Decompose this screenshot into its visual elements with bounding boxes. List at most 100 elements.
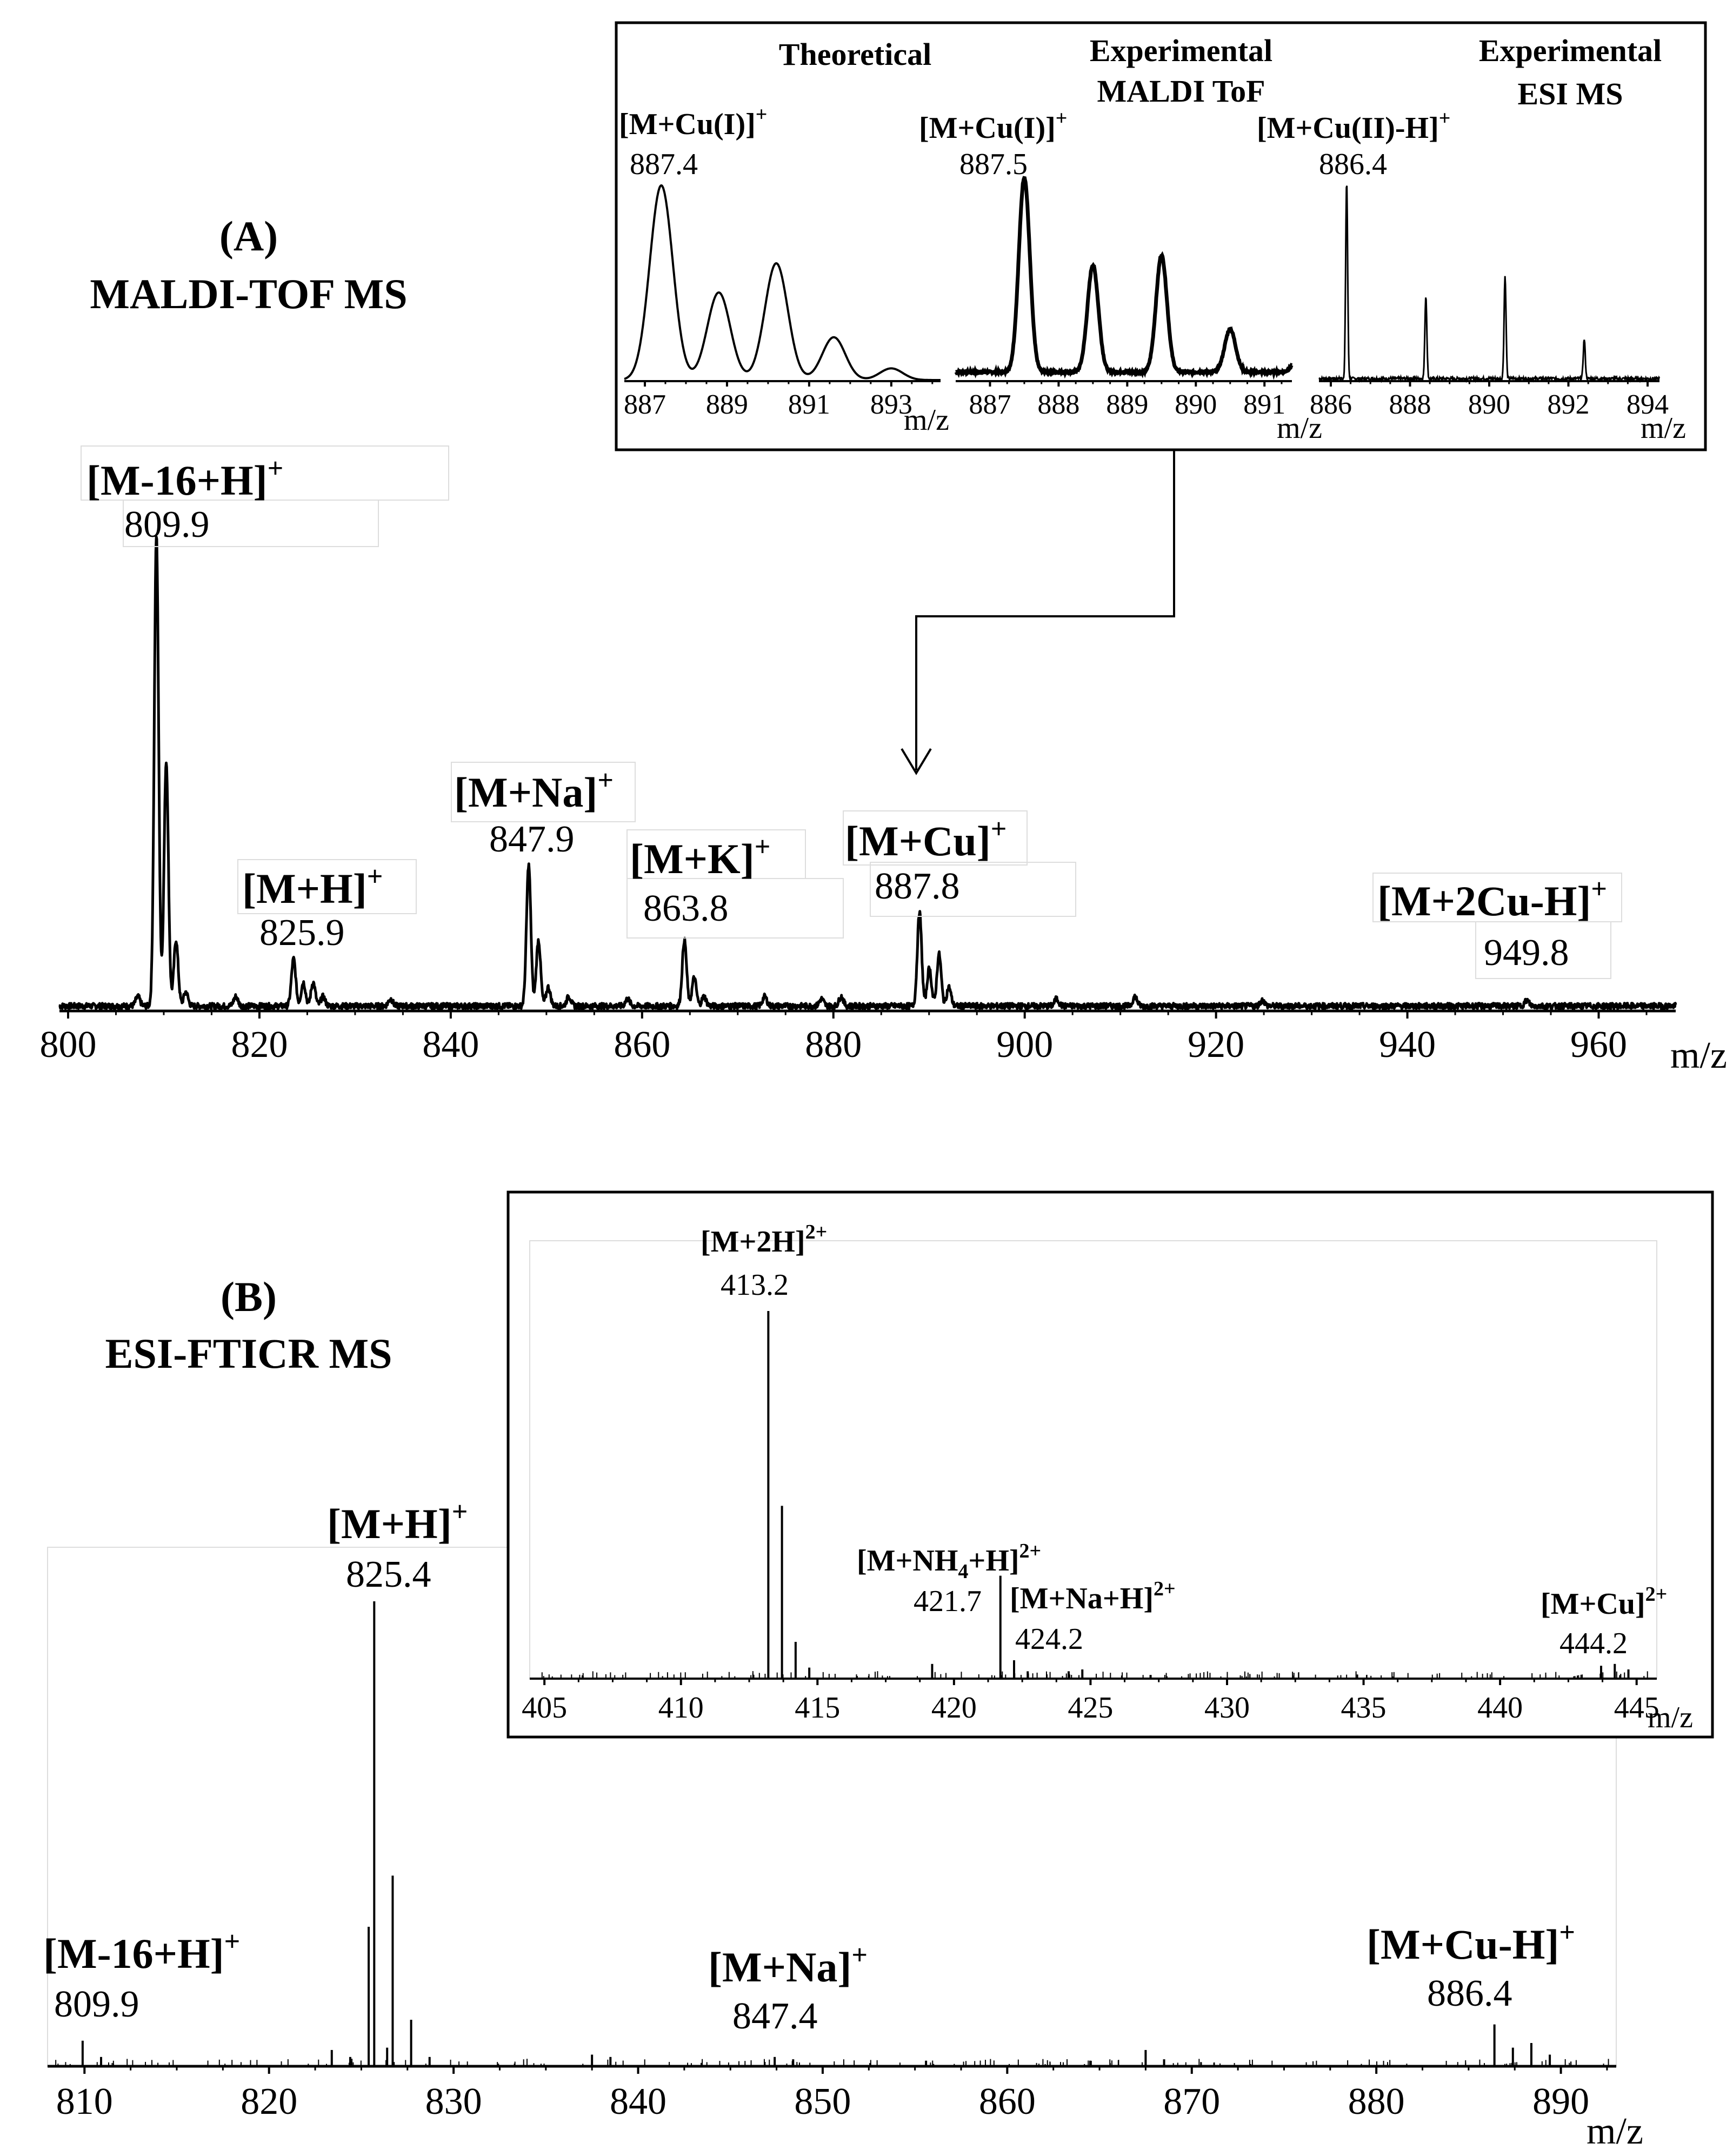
inset-theoretical-tick-label-3: 893	[870, 389, 912, 420]
annot-a-box-7	[843, 810, 1028, 866]
inset-esi-value: 886.4	[1319, 148, 1387, 181]
inset-b-xlabel: m/z	[1648, 1701, 1693, 1734]
inset-b-tick-label-7: 440	[1477, 1691, 1523, 1725]
panel-a-ticks	[67, 1011, 1648, 1019]
inset-theoretical-tick-label-0: 887	[624, 389, 666, 420]
annot-bi-ion-3: [M+Na+H]2+	[1010, 1578, 1176, 1615]
inset-maldi-tick-label-4: 891	[1243, 389, 1285, 420]
inset-maldi-value: 887.5	[959, 148, 1028, 181]
panel-b-title: ESI-FTICR MS	[105, 1330, 392, 1377]
inset-esi-spectrum	[1318, 185, 1661, 383]
inset-maldi-spectrum	[954, 176, 1294, 381]
annot-a-value-6: 949.8	[1484, 932, 1569, 974]
inset-b-tick-label-3: 420	[931, 1691, 977, 1725]
panel-a-tick-label-3: 860	[614, 1024, 670, 1066]
annot-a-value-1: 809.9	[124, 504, 210, 545]
inset-theoretical-title: Theoretical	[779, 37, 931, 72]
annot-a-box-3	[237, 859, 417, 914]
inset-b-tick-label-0: 405	[522, 1691, 567, 1725]
panel-a-xlabel: m/z	[1670, 1035, 1727, 1076]
panel-b-tick-label-3: 840	[610, 2081, 666, 2122]
inset-esi-xlabel: m/z	[1641, 411, 1686, 445]
inset-b-ticks	[543, 1679, 1638, 1685]
panel-a-tick-label-0: 800	[40, 1024, 97, 1066]
annot-bi-ion-2: [M+NH4+H]2+	[857, 1540, 1041, 1583]
annot-b-value-3: 847.4	[732, 1995, 818, 2037]
inset-esi-plot: [M+Cu(II)-H]+ 886.4 886 888 890 892 894 m/z	[1257, 107, 1686, 445]
annot-b-ion-3: [M+Na]+	[708, 1940, 868, 1991]
inset-esi-tick-label-2: 890	[1468, 389, 1510, 420]
annot-a-box-6	[626, 878, 844, 939]
inset-maldi-tick-labels: 887 888 889 890 891	[969, 389, 1285, 420]
annot-bi-value-2: 421.7	[914, 1585, 982, 1618]
inset-b-sticks	[541, 1311, 1648, 1679]
annot-bi-value-3: 424.2	[1015, 1622, 1083, 1656]
inset-maldi-tick-label-2: 889	[1106, 389, 1148, 420]
inset-theoretical-tick-label-2: 891	[788, 389, 830, 420]
annot-a-box-8	[870, 862, 1076, 917]
inset-b-tick-labels: 405 410 415 420 425 430 435 440 445	[522, 1691, 1659, 1725]
annot-a-box-2	[123, 500, 379, 547]
inset-b-tick-label-1: 410	[658, 1691, 704, 1725]
panel-a-plot: 800 820 840 860 880 900 920 940 960 m/z	[40, 535, 1727, 1076]
inset-theoretical-xlabel: m/z	[904, 403, 949, 437]
annot-a-ion-6: [M+2Cu-H]+	[1377, 874, 1607, 924]
panel-b-tick-label-6: 870	[1163, 2081, 1220, 2122]
inset-maldi-title-2: MALDI ToF	[1097, 74, 1265, 109]
annot-a-value-5: 887.8	[875, 866, 960, 907]
inset-theoretical-tick-label-1: 889	[706, 389, 748, 420]
annot-a-ion-4: [M+K]+	[630, 831, 770, 882]
panel-a-label: (A)	[219, 212, 278, 259]
inset-esi-tick-label-1: 888	[1389, 389, 1431, 420]
annot-a-ion-2: [M+H]+	[242, 861, 383, 912]
panel-b-ticks	[83, 2066, 1608, 2074]
inset-b-tick-label-8: 445	[1614, 1691, 1659, 1725]
annot-a-value-4: 863.8	[643, 888, 729, 929]
panel-b-tick-label-4: 850	[794, 2081, 851, 2122]
inset-b-tick-label-4: 425	[1068, 1691, 1113, 1725]
inset-maldi-xlabel: m/z	[1277, 411, 1322, 445]
inset-theoretical-plot: [M+Cu(I)]+ 887.4 887 889 891 893 m/z	[619, 103, 949, 437]
inset-esi-tick-label-3: 892	[1548, 389, 1590, 420]
annot-a-value-2: 825.9	[259, 912, 345, 954]
panel-a-tick-label-4: 880	[805, 1024, 862, 1066]
annot-b-value-4: 886.4	[1427, 1973, 1512, 2014]
panel-b-tick-label-0: 810	[56, 2081, 113, 2122]
inset-b-tick-label-5: 430	[1204, 1691, 1250, 1725]
annot-b-ion-2: [M+H]+	[327, 1496, 468, 1547]
arrow-head	[901, 748, 932, 775]
inset-b-tick-label-2: 415	[795, 1691, 840, 1725]
panel-b-inset: 405 410 415 420 425 430 435 440 445 m/z [M+2H]2+…	[506, 1190, 1714, 1739]
annot-a-value-3: 847.9	[489, 819, 575, 860]
annot-b-value-2: 825.4	[346, 1554, 431, 1595]
panel-b-tick-label-1: 820	[241, 2081, 297, 2122]
inset-b-frame	[506, 1190, 1714, 1739]
annot-a-box-4	[451, 762, 636, 822]
inset-esi-ticks	[1329, 381, 1649, 387]
inset-esi-title-2: ESI MS	[1517, 76, 1623, 111]
inset-b-tick-label-6: 435	[1341, 1691, 1387, 1725]
inset-esi-tick-label-0: 886	[1310, 389, 1352, 420]
inset-theoretical-spectrum	[624, 184, 941, 381]
panel-b-tick-label-2: 830	[425, 2081, 482, 2122]
panel-a-tick-label-8: 960	[1570, 1024, 1627, 1066]
annot-a-ion-5: [M+Cu]+	[845, 814, 1007, 864]
annot-b-value-1: 809.9	[54, 1984, 139, 2025]
annot-bi-value-4: 444.2	[1559, 1627, 1628, 1660]
inset-esi-tick-label-4: 894	[1627, 389, 1669, 420]
inset-maldi-plot: [M+Cu(I)]+ 887.5 887 888 889 890 891 m/z	[919, 107, 1322, 445]
panel-a-tick-label-6: 920	[1188, 1024, 1244, 1066]
inset-esi-tick-labels: 886 888 890 892 894	[1310, 389, 1669, 420]
panel-a-spectrum	[58, 535, 1677, 1010]
inset-esi-title-1: Experimental	[1479, 33, 1662, 68]
panel-b-tick-labels: 810 820 830 840 850 860 870 880 890	[56, 2081, 1589, 2122]
panel-a-tick-labels: 800 820 840 860 880 900 920 940 960	[40, 1024, 1628, 1066]
panel-b-label: (B)	[221, 1273, 277, 1320]
annot-bi-ion-1: [M+2H]2+	[701, 1221, 827, 1259]
annot-a-box-10	[1475, 921, 1611, 979]
inset-maldi-ticks	[989, 381, 1283, 387]
panel-b-tick-label-7: 880	[1348, 2081, 1405, 2122]
panel-b: (B) ESI-FTICR MS 810 820 830 840 850 860 870 88…	[43, 1273, 1643, 2152]
panel-b-annotations: [M-16+H]+ 809.9 [M+H]+ 825.4 [M+Na]+ 847…	[43, 1496, 1575, 2037]
